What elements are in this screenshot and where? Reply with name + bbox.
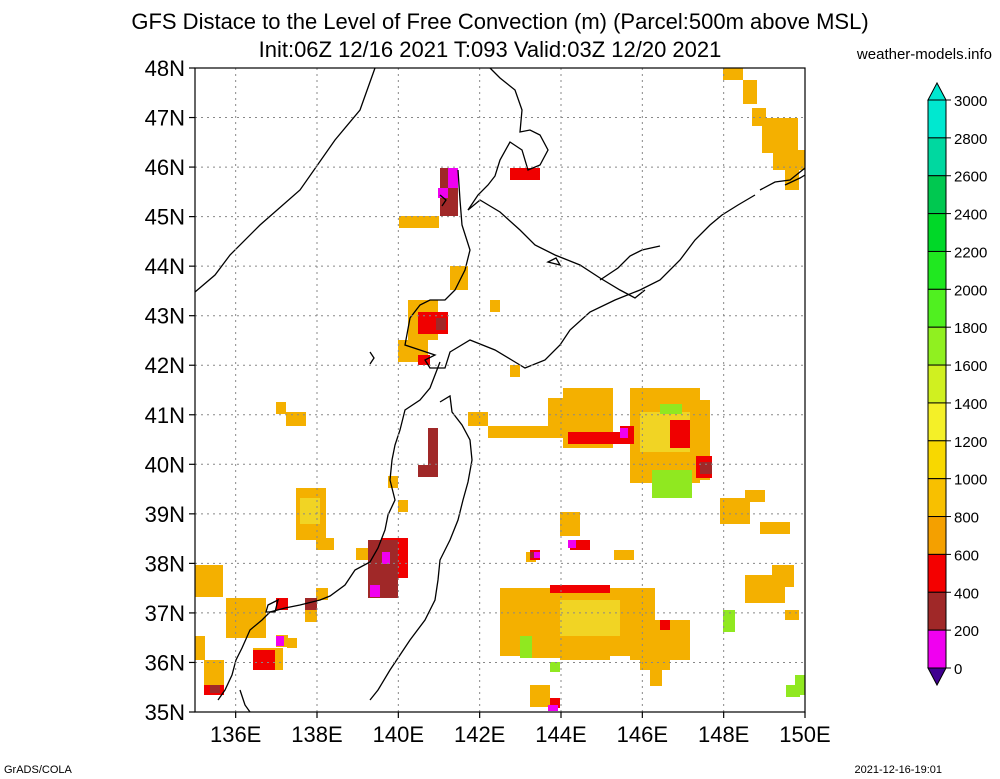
lat-tick-label: 43N	[145, 304, 185, 329]
lat-tick-label: 38N	[145, 551, 185, 576]
map-axes: 48N 47N 46N 45N 44N 43N 42N 41N 40N 39N 38N 37N 36N 3…	[145, 56, 831, 747]
colorbar-swatch	[927, 440, 947, 480]
colorbar-label: 0	[954, 661, 962, 678]
colorbar-label: 2400	[954, 207, 987, 224]
colorbar-label: 1200	[954, 434, 987, 451]
map-frame	[194, 67, 806, 713]
field-cells-green	[520, 404, 805, 697]
lat-tick-label: 48N	[145, 56, 185, 81]
colorbar-swatch	[927, 250, 947, 290]
colorbar-max-arrow	[927, 81, 947, 101]
colorbar-label: 600	[954, 547, 979, 564]
colorbar-swatch	[927, 213, 947, 252]
colorbar-min-arrow	[927, 667, 947, 687]
colorbar-label: 400	[954, 585, 979, 602]
lon-tick-label: 148E	[698, 722, 749, 747]
map-title: GFS Distace to the Level of Free Convect…	[131, 9, 869, 34]
lat-tick-label: 45N	[145, 205, 185, 230]
lat-tick-label: 39N	[145, 502, 185, 527]
lon-tick-label: 144E	[535, 722, 586, 747]
field-cells-magenta	[276, 168, 628, 711]
colorbar-label: 2200	[954, 244, 987, 261]
colorbar-swatch	[927, 516, 947, 555]
lfc-field	[195, 68, 805, 711]
colorbar-swatch	[927, 137, 947, 177]
colorbar-swatch	[927, 326, 947, 366]
field-cells-orange	[195, 68, 805, 707]
field-cells-red	[204, 168, 712, 708]
lat-tick-label: 44N	[145, 254, 185, 279]
colorbar-label: 2800	[954, 131, 987, 148]
colorbar: 3000280026002400220020001800160014001200…	[927, 81, 987, 687]
colorbar-label: 200	[954, 623, 979, 640]
footer-software: GrADS/COLA	[4, 764, 72, 776]
footer-timestamp: 2021-12-16-19:01	[854, 764, 942, 776]
lon-tick-label: 146E	[617, 722, 668, 747]
colorbar-label: 1400	[954, 396, 987, 413]
colorbar-swatch	[927, 402, 947, 442]
lon-tick-label: 140E	[373, 722, 424, 747]
colorbar-swatch	[927, 553, 947, 593]
lon-tick-label: 150E	[779, 722, 830, 747]
lon-tick-label: 138E	[291, 722, 342, 747]
colorbar-label: 2600	[954, 169, 987, 186]
colorbar-swatch	[927, 478, 947, 518]
lat-tick-label: 41N	[145, 403, 185, 428]
source-credit: weather-models.info	[856, 46, 992, 63]
lat-tick-label: 36N	[145, 650, 185, 675]
colorbar-swatch	[927, 99, 947, 139]
colorbar-label: 800	[954, 510, 979, 527]
colorbar-label: 1600	[954, 358, 987, 375]
colorbar-label: 3000	[954, 93, 987, 110]
colorbar-swatch	[927, 364, 947, 404]
colorbar-label: 1000	[954, 472, 987, 489]
lat-tick-label: 46N	[145, 155, 185, 180]
colorbar-label: 1800	[954, 320, 987, 337]
colorbar-swatch	[927, 629, 947, 669]
lon-tick-label: 142E	[454, 722, 505, 747]
lat-tick-label: 42N	[145, 353, 185, 378]
lat-tick-label: 40N	[145, 452, 185, 477]
map-subtitle: Init:06Z 12/16 2021 T:093 Valid:03Z 12/2…	[258, 37, 722, 62]
lat-tick-label: 47N	[145, 106, 185, 131]
colorbar-swatch	[927, 591, 947, 631]
lat-tick-label: 35N	[145, 700, 185, 725]
lon-tick-label: 136E	[210, 722, 261, 747]
lat-tick-label: 37N	[145, 601, 185, 626]
colorbar-label: 2000	[954, 282, 987, 299]
colorbar-swatch	[927, 175, 947, 215]
colorbar-swatch	[927, 288, 947, 328]
